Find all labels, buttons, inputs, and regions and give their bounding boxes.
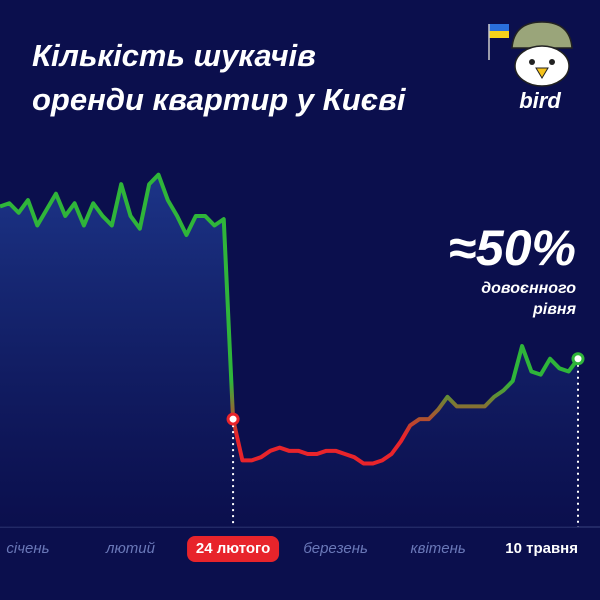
- x-tick-label: квітень: [411, 540, 466, 557]
- annotation-value: ≈50%: [448, 220, 576, 276]
- marker: [571, 352, 585, 366]
- category-highlight: [187, 536, 280, 562]
- logo: [488, 21, 573, 87]
- annotation-text: рівня: [532, 301, 577, 318]
- annotation-text: довоєнного: [481, 280, 576, 297]
- x-tick-label: 24 лютого: [196, 540, 270, 557]
- x-tick-label: січень: [6, 540, 49, 557]
- marker: [226, 412, 240, 426]
- brand: bird: [519, 88, 561, 113]
- x-tick-label: березень: [303, 540, 368, 557]
- x-tick-label: 10 травня: [505, 540, 578, 557]
- chart-title: Кількість шукачів: [32, 38, 316, 73]
- chart-title: оренди квартир у Києві: [32, 82, 407, 117]
- x-tick-label: лютий: [105, 540, 156, 557]
- area: [0, 174, 578, 527]
- line: [0, 172, 580, 466]
